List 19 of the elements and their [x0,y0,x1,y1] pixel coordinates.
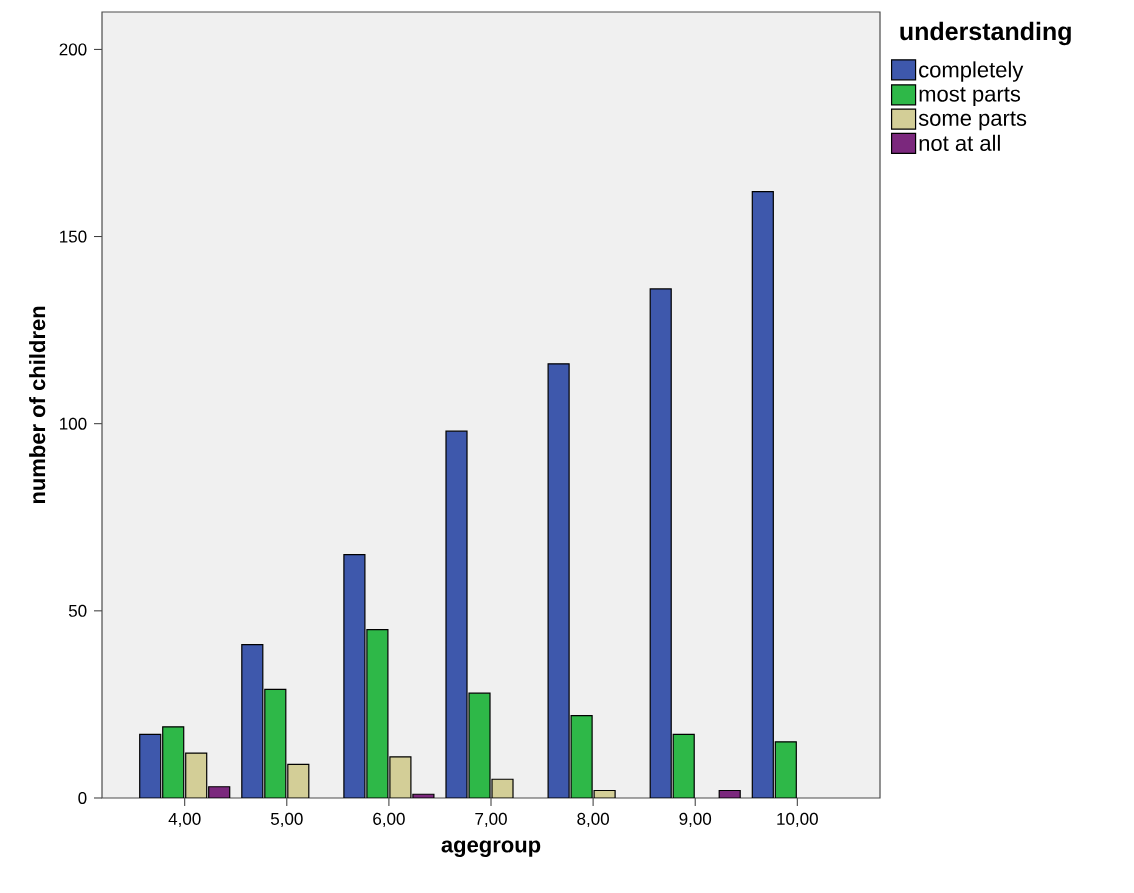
x-tick-label: 7,00 [475,812,507,827]
legend-label: completely [919,61,1024,82]
x-tick-label: 8,00 [577,812,609,827]
y-tick-label: 200 [59,43,87,56]
legend-label: most parts [919,87,1021,107]
x-tick-label: 9,00 [679,812,712,827]
y-tick-label: 50 [68,604,87,617]
x-tick-label: 10,00 [777,812,818,827]
y-tick-label: 100 [60,417,87,430]
y-tick-label: 0 [78,791,87,805]
legend-label: some parts [918,111,1027,131]
legend-label: not at all [919,134,1000,151]
x-tick-label: 4,00 [168,812,201,827]
legend-title: understanding [900,21,1071,46]
y-tick-label: 150 [60,230,87,243]
y-axis-title: number of children [29,306,46,504]
x-tick-label: 5,00 [270,812,303,827]
x-axis-title: agegroup [441,840,541,857]
x-tick-label: 6,00 [373,812,405,827]
